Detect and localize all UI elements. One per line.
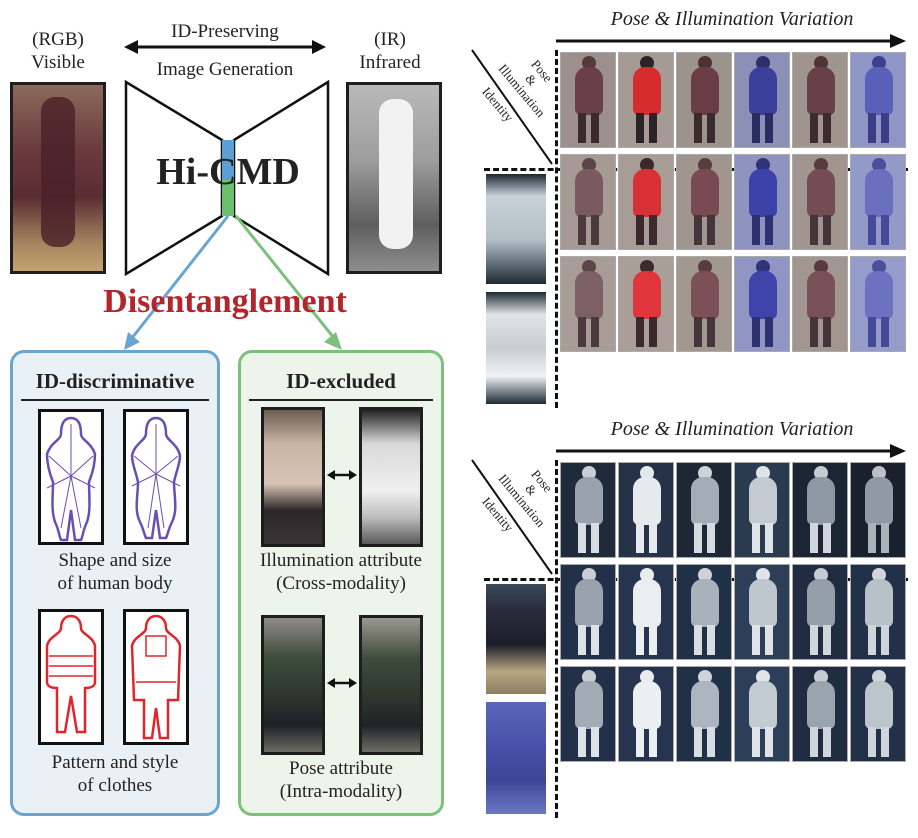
body-shape-silhouette: [38, 409, 104, 545]
visible-person-image: [261, 407, 325, 547]
id-discriminative-title: ID-discriminative: [35, 369, 195, 393]
variation-arrow-top: [556, 34, 906, 48]
clothes-pattern-silhouette: [123, 609, 189, 745]
pose-illumination-title-top: Pose & Illumination Variation: [610, 8, 854, 30]
shape-size-caption: Shape and size of human body: [57, 550, 173, 594]
model-name: Hi-CMD: [156, 151, 300, 193]
hi-cmd-network-diagram: [124, 80, 330, 276]
rgb-label: (RGB) Visible: [31, 29, 85, 73]
disentanglement-title: Disentanglement: [103, 283, 347, 320]
body-shape-silhouette: [123, 409, 189, 545]
pose-illumination-title-bottom: Pose & Illumination Variation: [610, 418, 854, 440]
double-arrow-icon: [327, 678, 357, 688]
pose-caption: Pose attribute (Intra-modality): [279, 758, 403, 802]
infrared-person-image: [359, 407, 423, 547]
rgb-visible-image: [10, 82, 106, 274]
identity-infrared-image: [486, 292, 546, 404]
corner-diagonal-bottom: [471, 459, 553, 575]
infrared-generation-grid: [560, 462, 906, 762]
identity-visible-image: [486, 702, 546, 814]
divider: [249, 399, 433, 401]
visible-generation-grid: [560, 52, 906, 352]
id-discriminative-panel: ID-discriminative Shape and size of human…: [10, 350, 220, 816]
identity-infrared-image: [486, 174, 546, 284]
pose-person-image: [261, 615, 325, 755]
corner-diagonal-top: [471, 49, 553, 165]
divider: [21, 399, 209, 401]
id-preserving-arrow: [124, 40, 326, 54]
id-excluded-panel: ID-excluded Illumination attribute (Cross…: [238, 350, 444, 816]
dashed-separator: [555, 460, 558, 818]
pose-person-image: [359, 615, 423, 755]
id-excluded-title: ID-excluded: [286, 369, 396, 393]
image-generation-label: Image Generation: [156, 59, 294, 80]
dashed-separator: [555, 50, 558, 408]
ir-label: (IR) Infrared: [359, 29, 421, 73]
ir-infrared-image: [346, 82, 442, 274]
variation-arrow-bottom: [556, 444, 906, 458]
clothes-pattern-silhouette: [38, 609, 104, 745]
illumination-caption: Illumination attribute (Cross-modality): [260, 550, 422, 594]
pattern-style-caption: Pattern and style of clothes: [51, 752, 179, 796]
disentangle-arrows: [124, 215, 342, 350]
id-preserving-label: ID-Preserving: [171, 21, 279, 42]
double-arrow-icon: [327, 470, 357, 480]
identity-visible-image: [486, 584, 546, 694]
